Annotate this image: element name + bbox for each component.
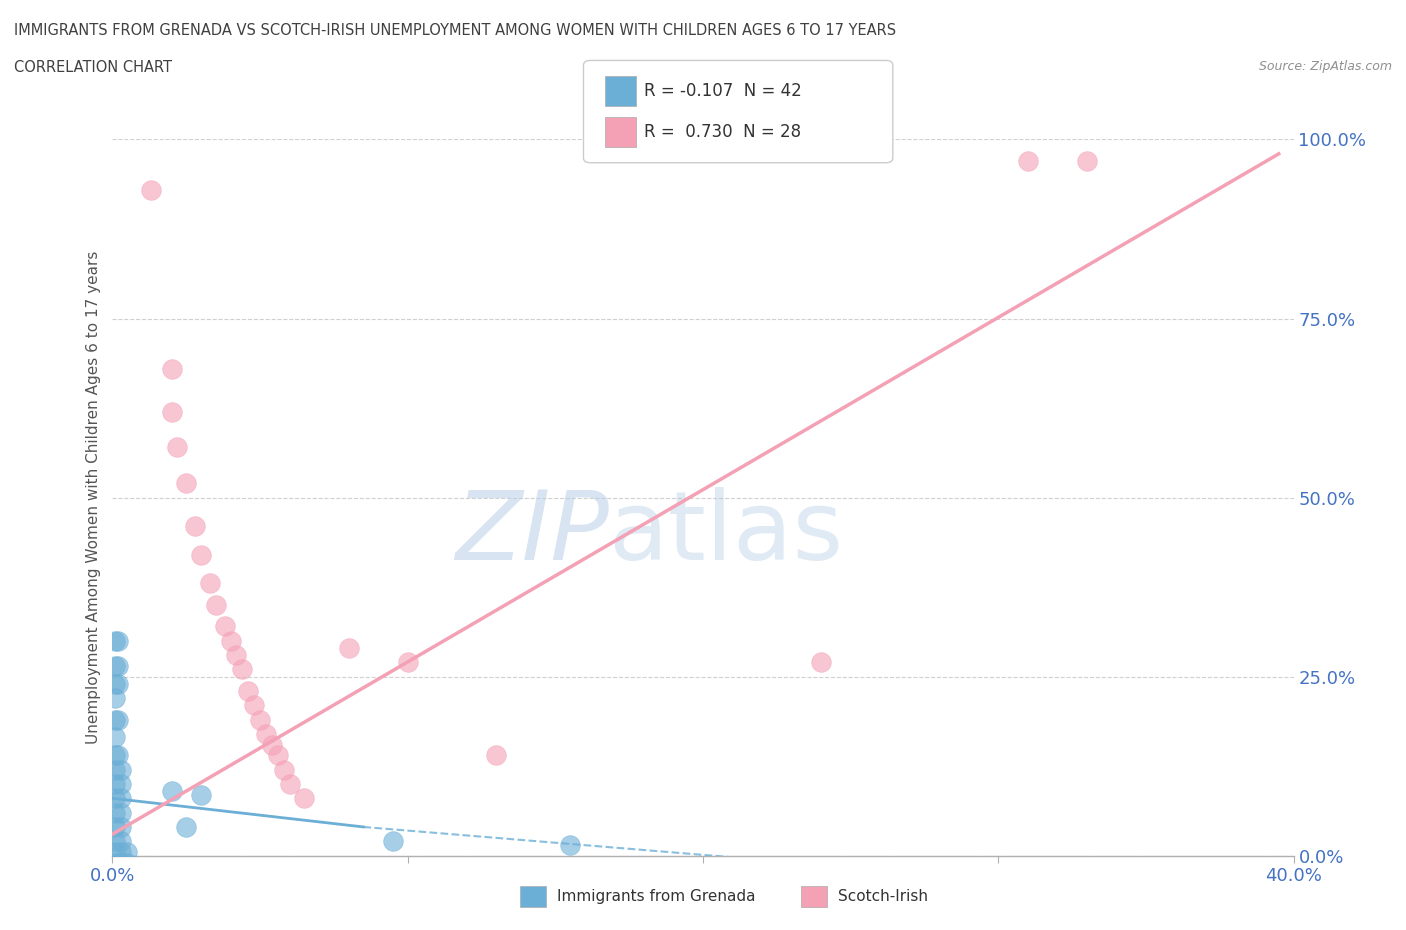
Point	[104, 805, 127, 820]
Point	[198, 576, 221, 591]
Point	[104, 730, 127, 745]
Point	[104, 790, 127, 805]
Point	[174, 819, 197, 834]
Point	[104, 777, 127, 791]
Point	[104, 712, 127, 727]
Point	[104, 748, 127, 763]
Point	[337, 641, 360, 656]
Point	[243, 698, 266, 712]
Point	[278, 777, 301, 791]
Point	[190, 788, 212, 803]
Point	[110, 805, 132, 820]
Point	[184, 519, 207, 534]
Point	[107, 748, 129, 763]
Point	[107, 676, 129, 691]
Point	[160, 361, 183, 376]
Point	[1017, 153, 1039, 168]
Point	[110, 834, 132, 849]
Point	[110, 790, 132, 805]
Point	[273, 763, 295, 777]
Point	[139, 182, 162, 197]
Point	[166, 440, 188, 455]
Point	[292, 790, 315, 805]
Point	[160, 405, 183, 419]
Point	[110, 856, 132, 870]
Point	[104, 658, 127, 673]
Point	[485, 748, 508, 763]
Point	[120, 870, 142, 884]
Text: Immigrants from Grenada: Immigrants from Grenada	[557, 889, 755, 904]
Point	[110, 844, 132, 859]
Point	[122, 870, 145, 884]
Text: ZIP: ZIP	[454, 487, 609, 580]
Point	[104, 862, 127, 877]
Point	[117, 856, 138, 870]
Y-axis label: Unemployment Among Women with Children Ages 6 to 17 years: Unemployment Among Women with Children A…	[86, 251, 101, 744]
Point	[174, 476, 197, 491]
Point	[205, 598, 228, 613]
Point	[110, 819, 132, 834]
Text: Scotch-Irish: Scotch-Irish	[838, 889, 928, 904]
Text: R = -0.107  N = 42: R = -0.107 N = 42	[644, 82, 801, 100]
Point	[104, 856, 127, 870]
Point	[104, 633, 127, 648]
Point	[382, 834, 405, 849]
Point	[104, 763, 127, 777]
Text: Source: ZipAtlas.com: Source: ZipAtlas.com	[1258, 60, 1392, 73]
Point	[558, 837, 582, 852]
Point	[238, 684, 260, 698]
Point	[110, 777, 132, 791]
Point	[231, 662, 253, 677]
Point	[104, 676, 127, 691]
Point	[104, 844, 127, 859]
Point	[120, 862, 142, 877]
Point	[810, 655, 832, 670]
Text: R =  0.730  N = 28: R = 0.730 N = 28	[644, 123, 801, 141]
Point	[107, 712, 129, 727]
Point	[214, 619, 236, 634]
Point	[219, 633, 242, 648]
Point	[225, 647, 247, 662]
Point	[249, 712, 271, 727]
Text: atlas: atlas	[609, 487, 844, 580]
Point	[190, 548, 212, 563]
Text: CORRELATION CHART: CORRELATION CHART	[14, 60, 172, 75]
Point	[160, 784, 183, 799]
Text: IMMIGRANTS FROM GRENADA VS SCOTCH-IRISH UNEMPLOYMENT AMONG WOMEN WITH CHILDREN A: IMMIGRANTS FROM GRENADA VS SCOTCH-IRISH …	[14, 23, 896, 38]
Point	[104, 834, 127, 849]
Point	[107, 633, 129, 648]
Point	[104, 691, 127, 706]
Point	[267, 748, 290, 763]
Point	[122, 877, 145, 892]
Point	[110, 763, 132, 777]
Point	[260, 737, 283, 752]
Point	[117, 844, 138, 859]
Point	[254, 726, 277, 741]
Point	[110, 862, 132, 877]
Point	[396, 655, 419, 670]
Point	[125, 877, 148, 892]
Point	[1076, 153, 1098, 168]
Point	[104, 819, 127, 834]
Point	[107, 658, 129, 673]
